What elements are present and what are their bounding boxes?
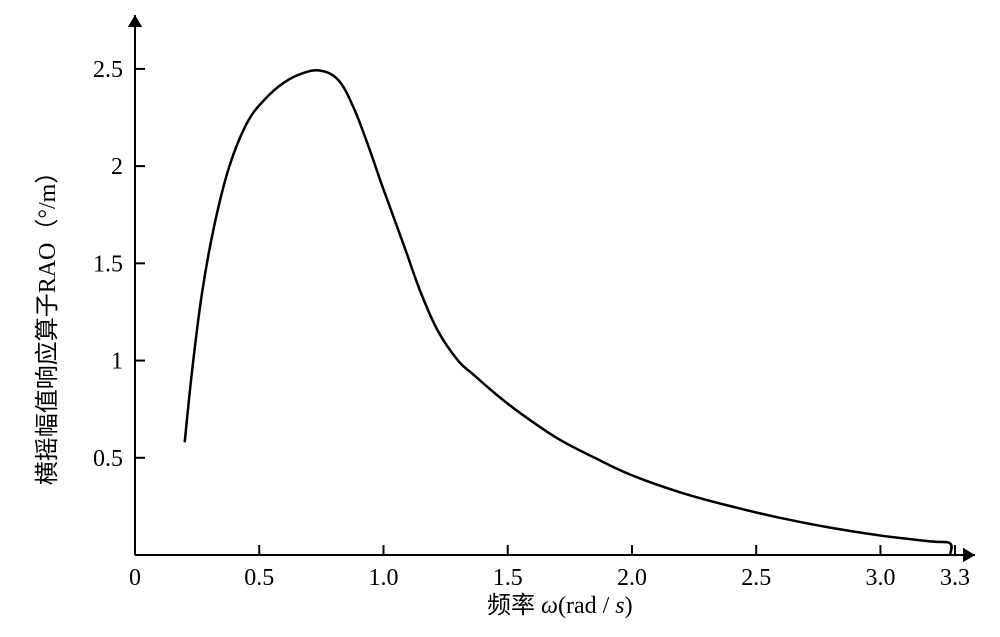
x-tick-label: 2.0 xyxy=(617,565,647,591)
x-tick-label: 3.3 xyxy=(940,565,970,591)
x-tick-label: 0 xyxy=(129,565,141,591)
x-tick-label: 2.5 xyxy=(741,565,771,591)
y-axis-label: 横摇幅值响应算子RAO（°/m） xyxy=(34,160,61,486)
y-tick-label: 2 xyxy=(111,154,123,180)
x-tick-label: 1.5 xyxy=(493,565,523,591)
y-axis-arrow xyxy=(128,15,142,27)
x-tick-label: 1.0 xyxy=(368,565,398,591)
y-tick-label: 0.5 xyxy=(93,446,123,472)
x-tick-label: 0.5 xyxy=(244,565,274,591)
y-tick-label: 2.5 xyxy=(93,57,123,83)
rao-curve xyxy=(185,70,952,555)
x-axis-label: 频率 ω(rad / s) xyxy=(487,592,633,619)
y-tick-label: 1.5 xyxy=(93,251,123,277)
x-tick-label: 3.0 xyxy=(865,565,895,591)
rao-line-chart: 0 0.5 1.0 1.5 2.0 2.5 3.0 3.3 0.5 1 1.5 2 2.5 频率 ω(ra… xyxy=(0,0,1000,637)
y-tick-label: 1 xyxy=(111,349,123,375)
x-axis-arrow xyxy=(963,548,975,562)
